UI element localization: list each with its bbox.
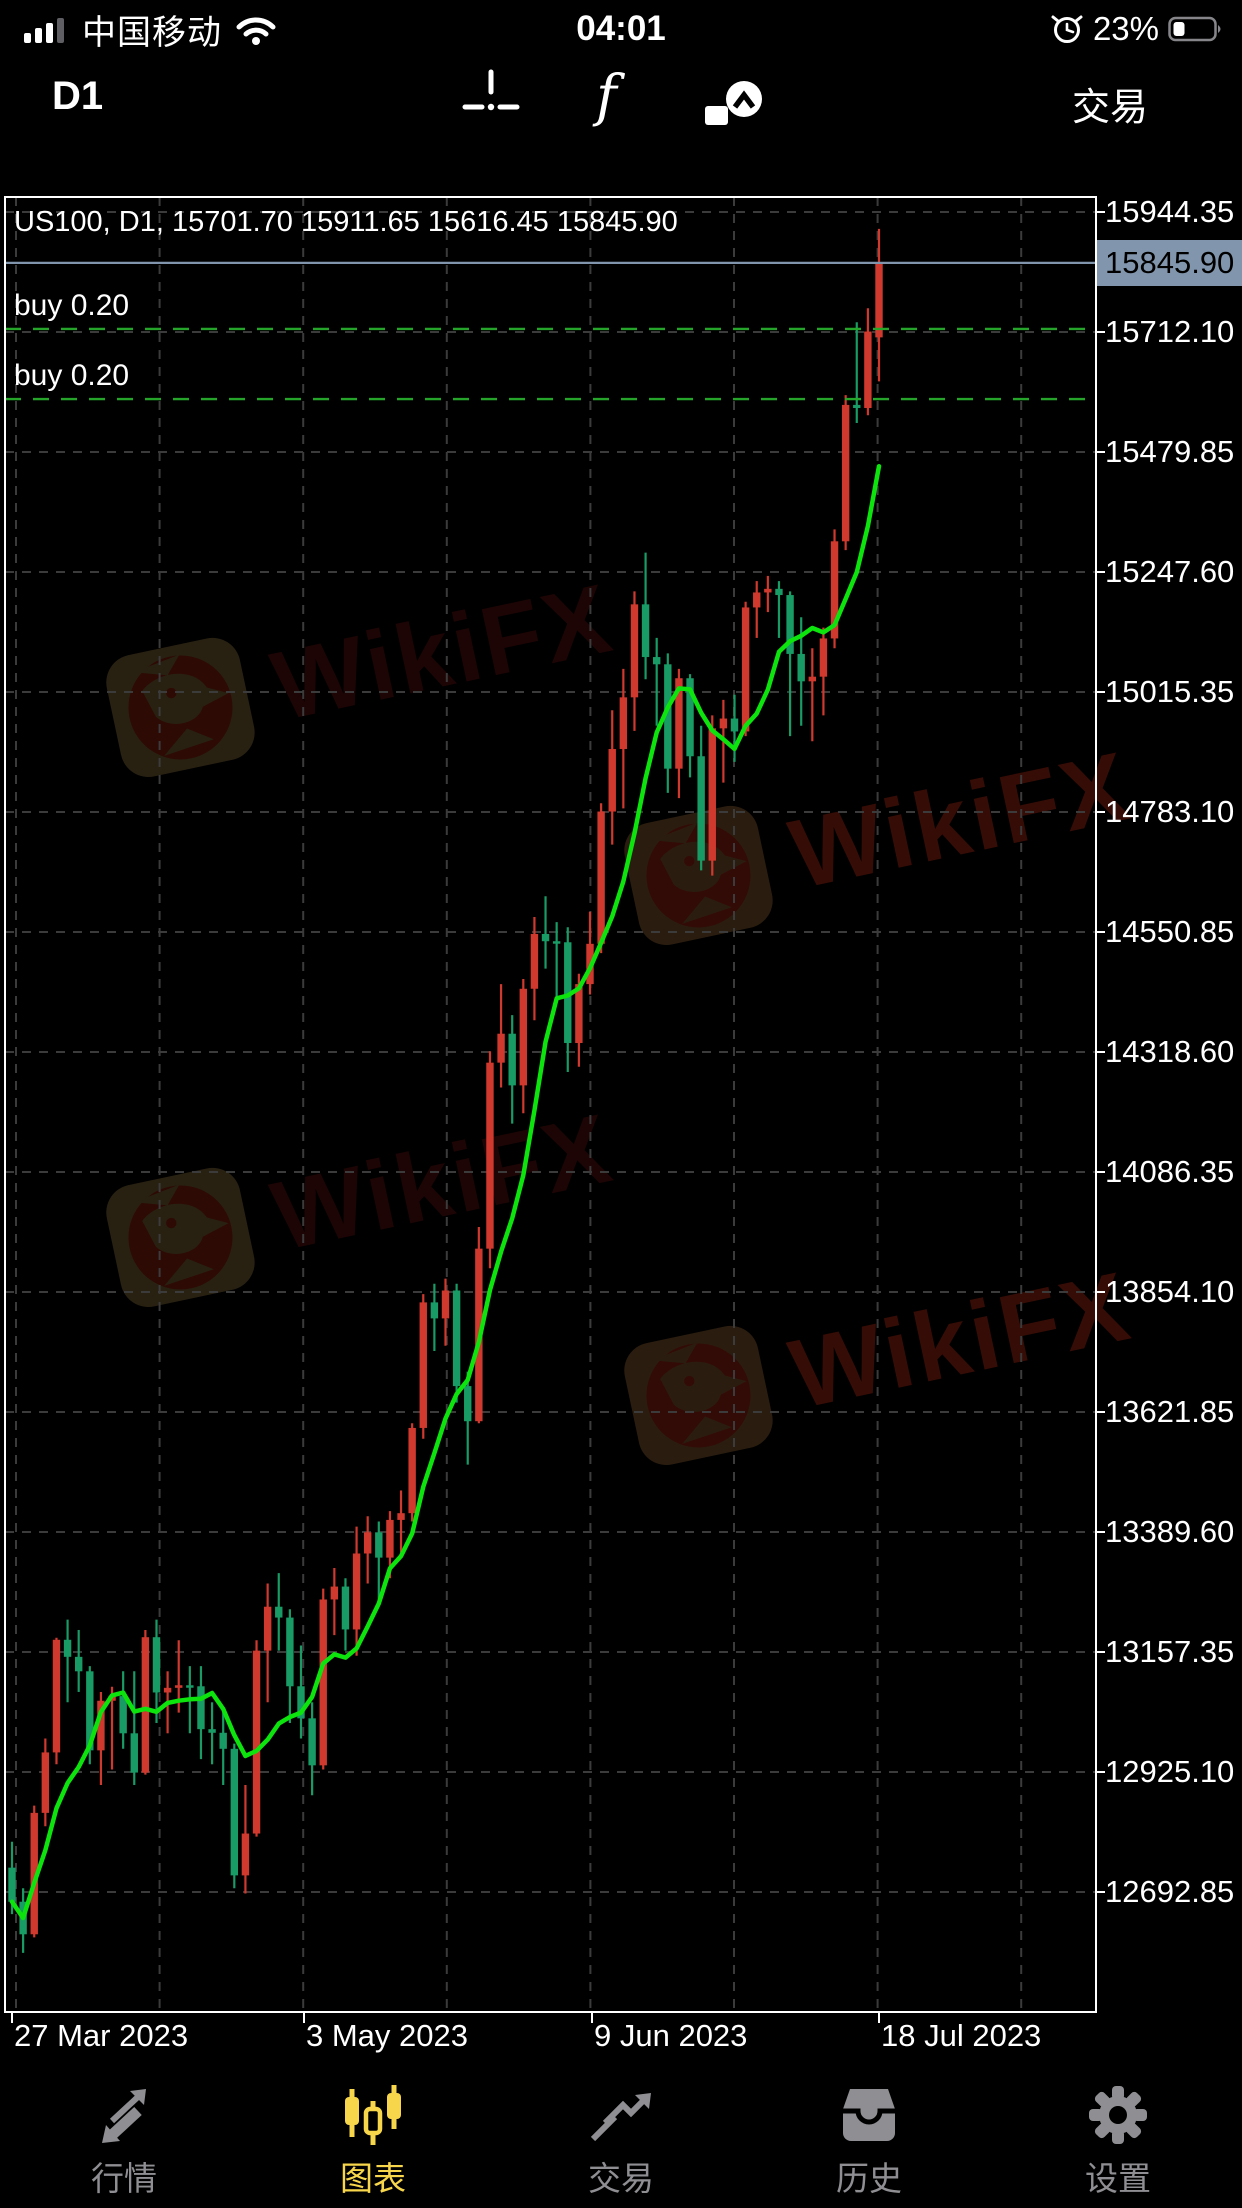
price-axis-label: 15944.35 [1105, 194, 1235, 229]
wikifx-eagle-icon [624, 1325, 773, 1466]
price-axis-label: 14783.10 [1105, 794, 1235, 829]
price-axis-label: 15712.10 [1105, 314, 1235, 349]
crosshair-icon[interactable] [458, 66, 524, 132]
alarm-clock-icon [1051, 15, 1083, 43]
wikifx-watermark: WikiFX [617, 1241, 1142, 1472]
price-axis-label: 12692.85 [1105, 1874, 1235, 1909]
price-axis-label: 13854.10 [1105, 1274, 1235, 1309]
tab-settings[interactable]: 设置 [1028, 2066, 1208, 2208]
wikifx-eagle-icon [624, 805, 773, 946]
function-icon[interactable]: f [596, 64, 617, 129]
battery-icon [1168, 16, 1221, 42]
price-axis-label: 15015.35 [1105, 674, 1235, 709]
order-label[interactable]: buy 0.20 [14, 288, 130, 322]
wikifx-eagle-icon [106, 1167, 255, 1308]
tab-history[interactable]: 历史 [779, 2066, 959, 2208]
wifi-icon [236, 17, 276, 45]
price-axis-label: 14550.85 [1105, 914, 1235, 949]
price-axis-label: 13621.85 [1105, 1394, 1235, 1429]
price-axis-label: 14318.60 [1105, 1034, 1235, 1069]
date-axis-label: 18 Jul 2023 [881, 2018, 1042, 2053]
chart-ohlc-header: US100, D1, 15701.70 15911.65 15616.45 15… [14, 206, 678, 238]
date-axis-label: 9 Jun 2023 [594, 2018, 748, 2053]
objects-icon[interactable] [700, 66, 770, 136]
wikifx-watermark: WikiFX [617, 721, 1142, 952]
wikifx-watermark: WikiFX [99, 1083, 624, 1314]
tab-quotes[interactable]: 行情 [34, 2066, 214, 2208]
trade-button[interactable]: 交易 [1072, 87, 1149, 129]
price-axis-label: 12925.10 [1105, 1754, 1235, 1789]
bottom-tab-bar: 行情 图表 交易 历史 [0, 2066, 1242, 2208]
price-axis-label: 15479.85 [1105, 434, 1235, 469]
tab-label: 历史 [836, 2160, 902, 2197]
cell-signal-icon [24, 18, 64, 43]
trade-arrow-icon [590, 2093, 651, 2142]
tab-label: 行情 [91, 2160, 157, 2197]
chart-candle-icon [345, 2085, 401, 2145]
tab-label: 图表 [340, 2160, 406, 2197]
clock-time: 04:01 [576, 9, 666, 48]
price-axis-label: 13389.60 [1105, 1514, 1235, 1549]
price-axis-label: 15247.60 [1105, 554, 1235, 589]
wikifx-watermark: WikiFX [99, 553, 624, 784]
gear-icon [1089, 2086, 1147, 2144]
timeframe-button[interactable]: D1 [52, 74, 104, 118]
status-left-group: 中国移动 [24, 0, 278, 58]
price-axis-label: 14086.35 [1105, 1154, 1235, 1189]
tab-trade[interactable]: 交易 [531, 2066, 711, 2208]
price-axis-label: 13157.35 [1105, 1634, 1235, 1669]
carrier-label: 中国移动 [82, 13, 222, 52]
date-axis-label: 3 May 2023 [306, 2018, 468, 2053]
tab-label: 交易 [588, 2160, 654, 2197]
battery-percent-label: 23% [1092, 10, 1159, 47]
current-price-badge: 15845.90 [1097, 239, 1242, 286]
chart-toolbar: D1 f 交易 [0, 60, 1242, 140]
status-right-group: 23% [1050, 0, 1226, 58]
quotes-icon [102, 2089, 146, 2143]
tab-label: 设置 [1085, 2160, 1151, 2197]
history-tray-icon [843, 2089, 895, 2141]
date-axis-label: 27 Mar 2023 [14, 2018, 189, 2053]
status-bar: 中国移动 04:01 23% [0, 0, 1242, 58]
order-label[interactable]: buy 0.20 [14, 359, 130, 392]
tab-charts[interactable]: 图表 [283, 2066, 463, 2208]
wikifx-eagle-icon [106, 637, 255, 778]
